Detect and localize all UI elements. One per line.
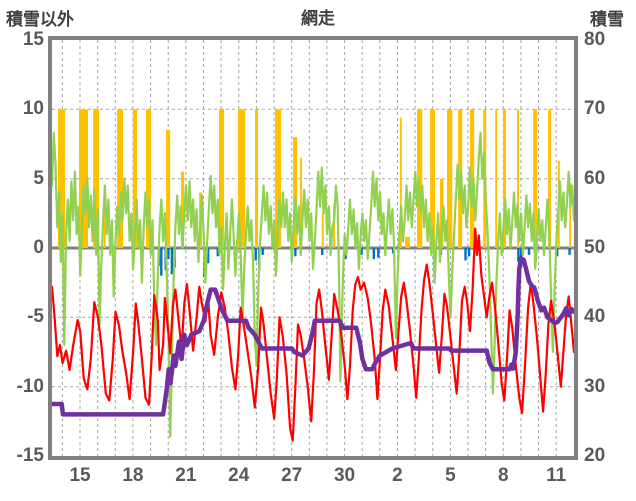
- left-axis-tick-label: 10: [22, 98, 44, 120]
- x-axis-tick-label: 27: [281, 465, 303, 486]
- right-axis-tick-label: 70: [584, 98, 606, 120]
- x-axis-tick-label: 30: [333, 465, 356, 486]
- chart-title: 網走: [301, 9, 335, 28]
- left-axis-title: 積雪以外: [6, 10, 74, 29]
- plot-area: [52, 40, 574, 456]
- x-axis-tick-label: 11: [546, 465, 567, 486]
- left-axis-tick-label: 5: [33, 167, 44, 189]
- left-axis-tick-label: 0: [33, 237, 44, 258]
- x-axis-tick-label: 8: [497, 465, 509, 486]
- right-axis-tick-label: 50: [584, 237, 606, 258]
- right-axis-tick-label: 80: [584, 29, 606, 50]
- x-axis-tick-label: 5: [445, 465, 456, 486]
- right-axis-title: 積雪: [590, 10, 624, 29]
- x-axis-tick-label: 18: [122, 465, 144, 486]
- x-axis-tick-label: 21: [175, 465, 197, 486]
- right-axis-tick-label: 20: [584, 445, 606, 466]
- right-axis-tick-label: 40: [584, 306, 606, 328]
- left-axis-tick-label: -10: [16, 375, 44, 397]
- x-axis-tick-label: 24: [228, 465, 250, 486]
- right-axis-tick-label: 30: [584, 375, 606, 397]
- right-axis-tick-label: 60: [584, 167, 606, 189]
- x-axis-tick-label: 2: [392, 465, 403, 486]
- left-axis-tick-label: -5: [27, 306, 44, 328]
- x-axis-tick-label: 15: [69, 465, 91, 486]
- left-axis-tick-label: -15: [16, 445, 44, 466]
- left-axis-tick-label: 15: [22, 29, 44, 50]
